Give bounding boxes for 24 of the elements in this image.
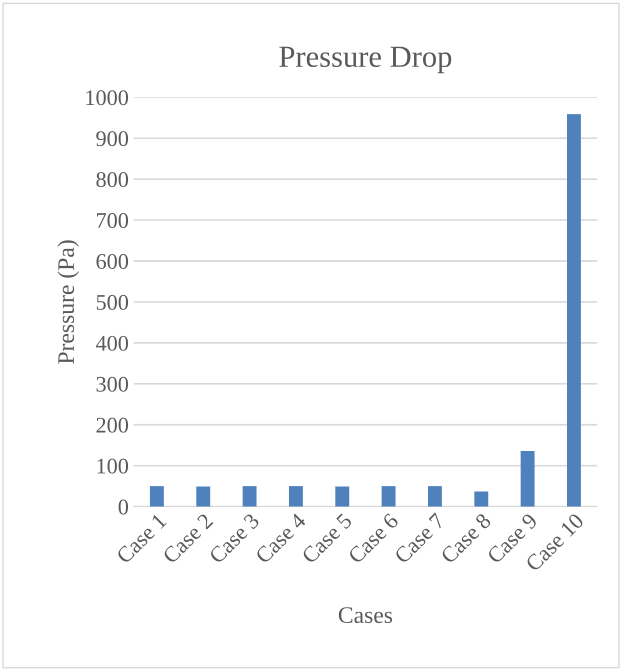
- y-tick-label: 1000: [86, 90, 128, 106]
- bar: [335, 486, 350, 507]
- bar: [382, 486, 396, 507]
- bar: [288, 486, 303, 507]
- y-tick-label: 900: [96, 131, 128, 146]
- y-tick-label: 400: [96, 336, 128, 351]
- y-tick-label: 300: [96, 376, 128, 392]
- y-tick-label: 600: [96, 254, 128, 269]
- bar: [196, 486, 210, 507]
- y-tick-label: 500: [96, 294, 128, 310]
- y-tick-label: 700: [97, 213, 128, 228]
- bar: [150, 486, 164, 507]
- x-axis-title: Cases: [338, 607, 392, 624]
- bar: [567, 114, 581, 507]
- bar: [520, 450, 535, 507]
- y-tick-label: 0: [118, 500, 128, 515]
- bar: [242, 486, 257, 507]
- bar: [474, 491, 488, 507]
- y-tick-label: 200: [96, 418, 128, 433]
- chart-title: Pressure Drop: [279, 46, 452, 74]
- bar: [428, 486, 442, 507]
- y-tick-label: 100: [97, 458, 128, 474]
- y-axis-title: Pressure (Pa): [57, 240, 79, 364]
- y-tick-label: 800: [96, 172, 128, 188]
